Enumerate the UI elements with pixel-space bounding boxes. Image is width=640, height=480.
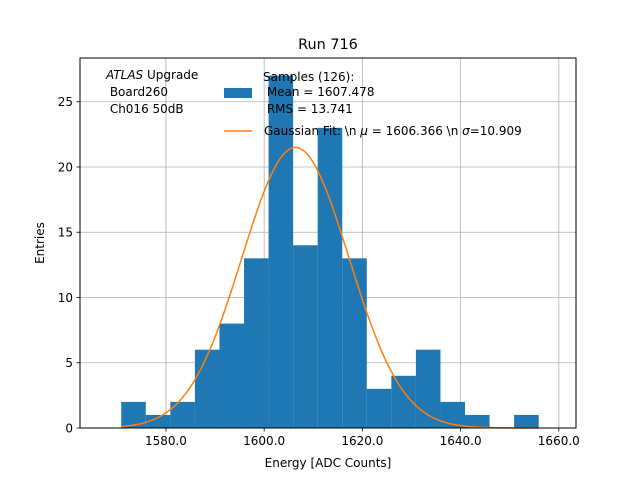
histogram-bar	[317, 127, 343, 428]
legend-samples-label: Samples (126):	[263, 70, 354, 84]
histogram-bar	[293, 245, 318, 428]
histogram-bar	[194, 349, 220, 428]
gaussian-fit-curve	[121, 146, 540, 429]
legend-mean-label: Mean = 1607.478	[263, 85, 374, 99]
histogram-bar	[145, 414, 171, 428]
x-tick-label: 1620.0	[341, 434, 383, 448]
atlas-annotation: ATLAS Upgrade Board260 Ch016 50dB	[105, 68, 198, 116]
upgrade-label: Upgrade	[143, 68, 198, 82]
legend: Samples (126): Mean = 1607.478 RMS = 13.…	[224, 70, 522, 138]
axis-ticks: 1580.0 1600.0 1620.0 1640.0 1660.0 0 5 10 15 20 25	[58, 95, 580, 448]
plot-frame	[79, 57, 577, 429]
legend-fit-label: Gaussian Fit: \n μ = 1606.366 \n σ=10.90…	[264, 124, 522, 138]
histogram-bar	[366, 388, 392, 428]
mu-value: = 1606.366 \n	[368, 124, 462, 138]
y-tick-label: 5	[65, 356, 73, 370]
sigma-symbol: σ	[462, 124, 470, 138]
fit-label-prefix: Gaussian Fit: \n	[264, 124, 360, 138]
histogram-bar	[219, 323, 245, 428]
x-tick-label: 1600.0	[243, 434, 285, 448]
x-tick-label: 1660.0	[538, 434, 580, 448]
gaussian-fit	[121, 146, 540, 429]
y-tick-label: 10	[58, 291, 73, 305]
y-tick-label: 20	[58, 160, 73, 174]
histogram-bar	[514, 414, 539, 428]
x-axis-label: Energy [ADC Counts]	[265, 456, 392, 470]
x-tick-label: 1580.0	[145, 434, 187, 448]
channel-label: Ch016 50dB	[106, 102, 184, 116]
y-tick-label: 0	[65, 422, 73, 436]
histogram-bar	[415, 349, 441, 428]
chart-title: Run 716	[298, 37, 358, 53]
atlas-label: ATLAS	[105, 68, 144, 82]
y-tick-label: 15	[58, 226, 73, 240]
histogram-bar	[268, 75, 294, 428]
histogram-bar	[342, 258, 367, 428]
legend-histogram-swatch	[224, 88, 252, 98]
y-axis-label: Entries	[33, 222, 47, 264]
board-label: Board260	[106, 85, 168, 99]
histogram-bar	[244, 258, 269, 428]
sigma-value: =10.909	[470, 124, 522, 138]
svg-text:ATLAS Upgrade: ATLAS Upgrade	[105, 68, 198, 82]
x-tick-label: 1640.0	[440, 434, 482, 448]
legend-rms-label: RMS = 13.741	[263, 102, 353, 116]
histogram-bar	[465, 414, 490, 428]
mu-symbol: μ	[359, 124, 368, 138]
y-tick-label: 25	[58, 95, 73, 109]
